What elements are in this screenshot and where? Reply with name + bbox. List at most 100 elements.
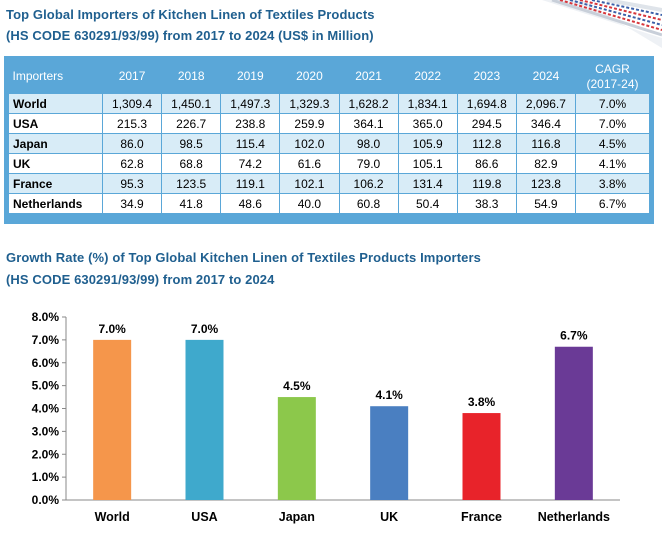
y-tick-label: 7.0% — [32, 333, 60, 347]
row-value: 116.8 — [515, 133, 577, 154]
row-value: 115.4 — [220, 133, 281, 154]
table-title: Top Global Importers of Kitchen Linen of… — [6, 7, 375, 22]
table-subtitle: (HS CODE 630291/93/99) from 2017 to 2024… — [6, 28, 374, 43]
header-cagr: CAGR (2017-24) — [575, 60, 650, 94]
row-value: 119.8 — [456, 173, 517, 194]
row-value: 74.2 — [220, 153, 281, 174]
row-value: 1,497.3 — [220, 93, 281, 114]
row-value: 105.9 — [397, 133, 458, 154]
bar-data-label: 4.1% — [375, 388, 403, 402]
row-cagr: 4.5% — [575, 133, 650, 154]
x-category-label: Netherlands — [538, 510, 610, 524]
table-row: Japan 86.0 98.5 115.4 102.0 98.0 105.9 112.8 116… — [8, 133, 650, 154]
row-value: 79.0 — [338, 153, 399, 174]
bar-uk — [370, 406, 409, 500]
row-cagr: 6.7% — [575, 193, 650, 214]
row-value: 112.8 — [456, 133, 517, 154]
header-year: 2023 — [457, 60, 517, 94]
row-value: 38.3 — [456, 193, 517, 214]
row-value: 86.6 — [456, 153, 517, 174]
row-value: 1,309.4 — [101, 93, 163, 114]
row-value: 1,329.3 — [279, 93, 340, 114]
row-value: 50.4 — [397, 193, 458, 214]
row-value: 1,834.1 — [397, 93, 458, 114]
row-importer-name: World — [8, 93, 103, 114]
bar-data-label: 6.7% — [560, 329, 588, 343]
row-cagr: 7.0% — [575, 113, 650, 134]
header-year: 2021 — [339, 60, 399, 94]
y-tick-label: 5.0% — [32, 379, 60, 393]
row-value: 82.9 — [515, 153, 577, 174]
row-value: 365.0 — [397, 113, 458, 134]
x-category-label: World — [95, 510, 130, 524]
row-cagr: 3.8% — [575, 173, 650, 194]
row-value: 34.9 — [101, 193, 163, 214]
row-value: 131.4 — [397, 173, 458, 194]
row-value: 48.6 — [220, 193, 281, 214]
row-value: 238.8 — [220, 113, 281, 134]
bar-data-label: 3.8% — [468, 395, 496, 409]
chart-subtitle: (HS CODE 630291/93/99) from 2017 to 2024 — [6, 272, 275, 287]
bar-france — [462, 413, 501, 500]
bar-usa — [185, 339, 224, 500]
y-tick-label: 6.0% — [32, 356, 60, 370]
table-row: Netherlands 34.9 41.8 48.6 40.0 60.8 50.4 38.3 5… — [8, 193, 650, 214]
row-value: 226.7 — [161, 113, 222, 134]
bar-netherlands — [554, 346, 593, 500]
row-value: 68.8 — [161, 153, 222, 174]
y-tick-label: 8.0% — [32, 310, 60, 324]
row-value: 346.4 — [515, 113, 577, 134]
header-year: 2017 — [102, 60, 162, 94]
table-row: France 95.3 123.5 119.1 102.1 106.2 131.4 119.8… — [8, 173, 650, 194]
row-importer-name: France — [8, 173, 103, 194]
row-importer-name: Japan — [8, 133, 103, 154]
row-value: 2,096.7 — [515, 93, 577, 114]
row-value: 98.5 — [161, 133, 222, 154]
row-value: 61.6 — [279, 153, 340, 174]
row-value: 364.1 — [338, 113, 399, 134]
y-tick-label: 1.0% — [32, 470, 60, 484]
table-row: USA 215.3 226.7 238.8 259.9 364.1 365.0 294.5 34… — [8, 113, 650, 134]
row-value: 95.3 — [101, 173, 163, 194]
y-tick-label: 2.0% — [32, 447, 60, 461]
row-value: 123.8 — [515, 173, 577, 194]
row-value: 1,450.1 — [161, 93, 222, 114]
row-value: 215.3 — [101, 113, 163, 134]
bar-world — [93, 339, 132, 500]
x-category-label: UK — [380, 510, 398, 524]
row-importer-name: Netherlands — [8, 193, 103, 214]
y-tick-label: 0.0% — [32, 493, 60, 507]
row-value: 40.0 — [279, 193, 340, 214]
x-category-label: USA — [191, 510, 217, 524]
header-cagr-line2: (2017-24) — [586, 76, 639, 91]
row-value: 105.1 — [397, 153, 458, 174]
bar-data-label: 7.0% — [98, 322, 126, 336]
header-year: 2022 — [398, 60, 458, 94]
row-value: 123.5 — [161, 173, 222, 194]
row-value: 1,694.8 — [456, 93, 517, 114]
header-year: 2019 — [220, 60, 280, 94]
x-category-label: Japan — [279, 510, 315, 524]
header-importers: Importers — [8, 60, 103, 94]
row-importer-name: UK — [8, 153, 103, 174]
x-category-label: France — [461, 510, 502, 524]
table-row: World 1,309.4 1,450.1 1,497.3 1,329.3 1,628.2… — [8, 93, 650, 114]
row-value: 98.0 — [338, 133, 399, 154]
row-value: 106.2 — [338, 173, 399, 194]
header-year: 2018 — [161, 60, 221, 94]
header-year: 2020 — [279, 60, 339, 94]
growth-rate-bar-chart: 0.0% 1.0% 2.0% 3.0% 4.0% 5.0% 6.0% 7.0% 8.0% 7.0%… — [32, 310, 620, 524]
row-value: 62.8 — [101, 153, 163, 174]
row-value: 54.9 — [515, 193, 577, 214]
importers-table: Importers 2017 2018 2019 2020 2021 2022 … — [4, 56, 654, 224]
chart-title: Growth Rate (%) of Top Global Kitchen Li… — [6, 250, 481, 265]
row-cagr: 7.0% — [575, 93, 650, 114]
row-value: 41.8 — [161, 193, 222, 214]
row-importer-name: USA — [8, 113, 103, 134]
bar-data-label: 7.0% — [191, 322, 219, 336]
row-value: 86.0 — [101, 133, 163, 154]
row-value: 60.8 — [338, 193, 399, 214]
row-value: 1,628.2 — [338, 93, 399, 114]
table-row: UK 62.8 68.8 74.2 61.6 79.0 105.1 86.6 82.9 4.1% — [8, 153, 650, 174]
row-value: 259.9 — [279, 113, 340, 134]
